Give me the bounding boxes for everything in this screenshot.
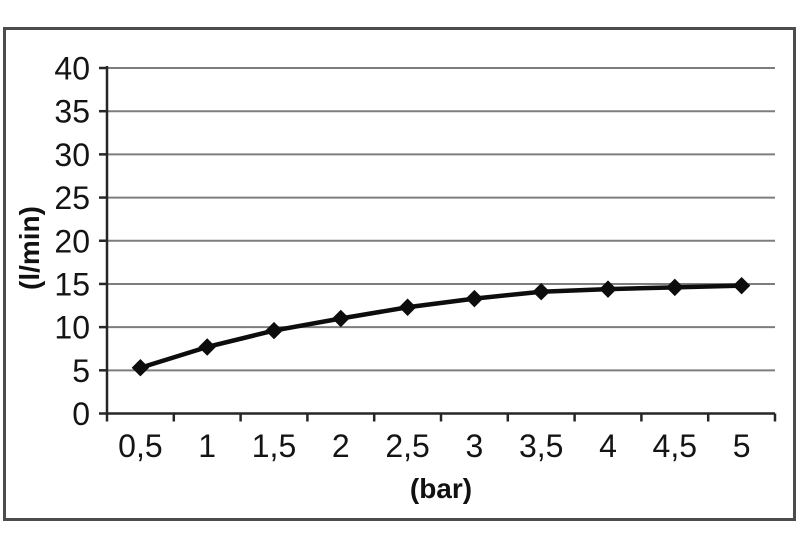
y-tick-label: 40	[54, 51, 90, 87]
x-tick-label: 3,5	[519, 428, 563, 464]
x-tick-label: 1	[198, 428, 216, 464]
data-point-marker	[131, 359, 150, 377]
data-point-marker	[265, 321, 283, 340]
x-tick-label: 0,5	[118, 428, 162, 464]
series-line	[138, 283, 744, 370]
data-point-marker	[198, 338, 216, 356]
y-tick-label: 35	[54, 94, 90, 130]
y-tick-label: 30	[54, 137, 90, 173]
y-tick-label: 20	[54, 223, 90, 259]
x-tick-label: 2,5	[385, 428, 429, 464]
y-tick-label: 25	[54, 180, 90, 216]
x-tick-label: 4,5	[653, 428, 697, 464]
data-point-marker	[599, 280, 617, 298]
chart-frame	[3, 27, 796, 521]
data-point-marker	[732, 276, 751, 295]
x-tick-label: 4	[599, 428, 617, 464]
x-tick-label: 1,5	[252, 428, 296, 464]
y-tick-label: 0	[72, 396, 90, 432]
data-point-marker	[398, 298, 417, 316]
x-axis-title: (bar)	[409, 473, 473, 504]
y-axis-title: (l/min)	[14, 206, 45, 290]
data-point-marker	[332, 309, 350, 328]
x-tick-label: 2	[332, 428, 350, 464]
y-tick-label: 5	[72, 353, 90, 389]
x-tick-label: 3	[466, 428, 484, 464]
data-point-marker	[666, 278, 684, 297]
data-point-marker	[532, 283, 550, 301]
data-point-marker	[465, 289, 484, 308]
y-tick-label: 15	[54, 266, 90, 302]
x-tick-label: 5	[733, 428, 751, 464]
y-tick-label: 10	[54, 310, 90, 346]
